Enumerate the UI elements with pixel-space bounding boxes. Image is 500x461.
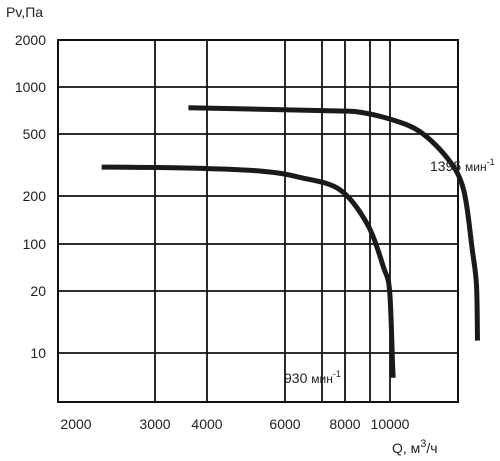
label-layer: 2000 1000 500 200 100 20 10 2000 3000 4000 6000 800… — [15, 32, 495, 432]
y-tick-label: 20 — [30, 283, 46, 299]
y-tick-label: 1000 — [15, 79, 46, 95]
y-tick-label: 2000 — [15, 32, 46, 48]
x-tick-label: 6000 — [269, 416, 300, 432]
x-tick-label: 2000 — [60, 416, 91, 432]
y-tick-label: 500 — [23, 126, 47, 142]
x-axis-title: Q, м3/ч — [392, 438, 438, 456]
series-label-1: 930 мин-1 — [284, 369, 341, 386]
x-axis-title-sup: 3 — [420, 438, 426, 450]
series-curve-0 — [188, 105, 480, 341]
y-tick-label: 200 — [23, 188, 47, 204]
plot-frame — [57, 39, 459, 403]
x-tick-label: 8000 — [329, 416, 360, 432]
series-curve-1 — [101, 164, 396, 378]
series-label-0: 1395 мин-1 — [430, 157, 495, 174]
grid — [57, 39, 459, 403]
x-tick-label: 4000 — [191, 416, 222, 432]
x-axis-title-main: Q, м — [392, 440, 420, 456]
y-tick-label: 100 — [23, 236, 47, 252]
x-tick-label: 3000 — [139, 416, 170, 432]
y-tick-label: 10 — [30, 345, 46, 361]
x-tick-label: 10000 — [371, 416, 410, 432]
x-axis-title-tail: /ч — [426, 440, 437, 456]
series-layer — [101, 105, 480, 378]
y-axis-title: Pv,Па — [6, 4, 43, 20]
